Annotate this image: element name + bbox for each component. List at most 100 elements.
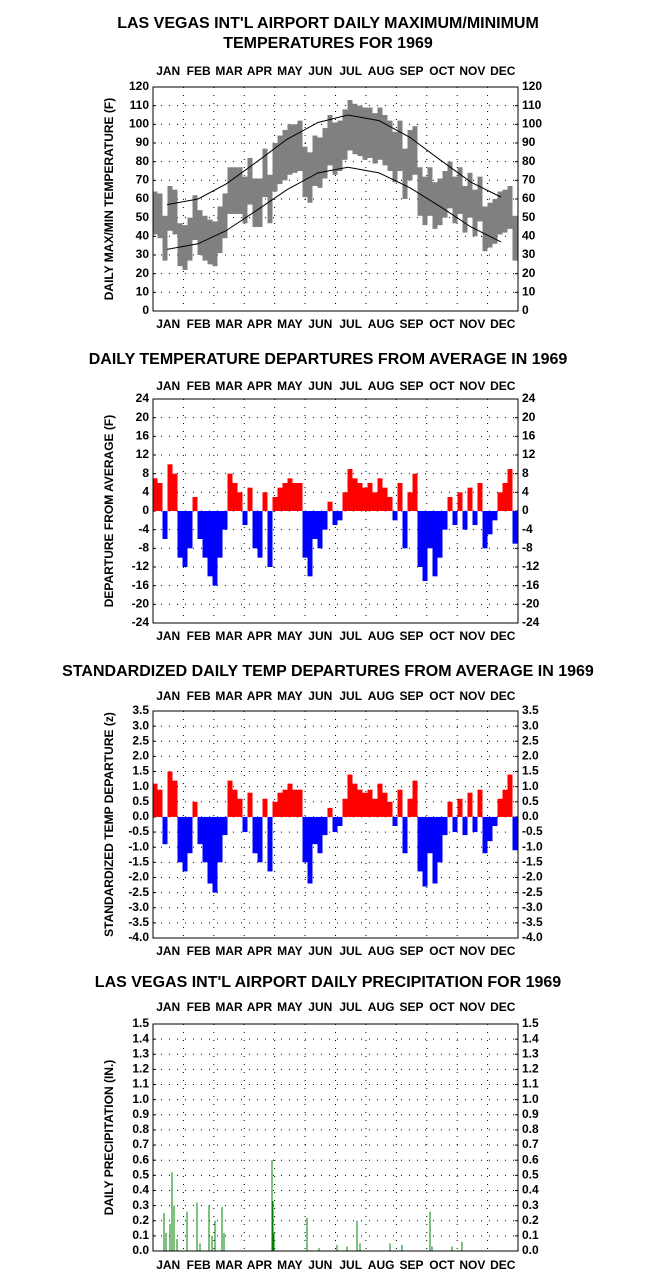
bar <box>182 511 188 567</box>
temp-range <box>237 167 243 214</box>
temp-range <box>217 206 223 254</box>
month-label: JAN <box>156 944 180 958</box>
y-tick-label: -2.0 <box>128 870 149 884</box>
bar <box>417 511 423 567</box>
bar <box>165 1232 167 1251</box>
chart-title: DAILY TEMPERATURE DEPARTURES FROM AVERAG… <box>89 351 568 368</box>
month-label: OCT <box>429 629 455 643</box>
month-label: FEB <box>187 944 211 958</box>
bar <box>207 816 213 884</box>
y-tick-label: 110 <box>130 98 150 112</box>
bar <box>487 816 493 842</box>
bar <box>327 807 333 817</box>
bar <box>177 816 183 863</box>
temp-range <box>352 103 358 155</box>
y-tick-label: 20 <box>136 410 150 424</box>
bar <box>247 792 253 817</box>
y-tick-label: 2.5 <box>132 733 149 747</box>
y-tick-label: 16 <box>136 429 150 443</box>
month-label: MAR <box>215 944 243 958</box>
y-tick-label: 30 <box>136 247 150 261</box>
temp-range <box>272 143 278 192</box>
month-label: OCT <box>429 689 455 703</box>
chart-title: LAS VEGAS INT'L AIRPORT DAILY PRECIPITAT… <box>95 974 562 991</box>
month-label: NOV <box>459 944 485 958</box>
y-tick-label-right: -2.5 <box>522 885 543 899</box>
bar <box>357 483 363 511</box>
bar <box>432 816 438 884</box>
y-tick-label: 90 <box>136 135 150 149</box>
temp-range <box>457 167 463 214</box>
y-tick-label: 1.4 <box>132 1031 149 1045</box>
temp-range <box>447 161 453 209</box>
bar <box>262 798 268 817</box>
y-tick-label: -24 <box>132 615 150 629</box>
month-label: JAN <box>156 64 180 78</box>
y-tick-label: 0.5 <box>132 1168 149 1182</box>
bar <box>173 1205 175 1251</box>
month-label: SEP <box>400 317 424 331</box>
bar <box>197 511 203 539</box>
month-label: FEB <box>187 379 211 393</box>
bar <box>162 816 168 845</box>
temp-range <box>317 137 323 188</box>
temp-range <box>492 199 498 244</box>
month-label: JAN <box>156 1258 180 1272</box>
bar <box>422 511 428 581</box>
y-tick-label: 100 <box>129 117 149 131</box>
y-tick-label-right: -4.0 <box>522 930 543 944</box>
temp-range <box>487 202 493 248</box>
month-label: NOV <box>459 317 485 331</box>
month-label: APR <box>247 1000 273 1014</box>
bar <box>452 816 458 833</box>
y-tick-label-right: 1.1 <box>522 1077 539 1091</box>
y-tick-label-right: 0.1 <box>522 1228 539 1242</box>
y-tick-label-right: 0.3 <box>522 1198 539 1212</box>
bar <box>317 816 323 854</box>
month-label: AUG <box>368 379 395 393</box>
temp-range <box>247 157 253 205</box>
bar <box>407 798 413 817</box>
month-label: NOV <box>459 629 485 643</box>
temp-range <box>267 174 273 224</box>
bar <box>172 473 178 511</box>
month-label: MAR <box>215 1000 243 1014</box>
month-label: JAN <box>156 1000 180 1014</box>
y-tick-label-right: 10 <box>522 285 536 299</box>
month-label: SEP <box>400 629 424 643</box>
y-tick-label-right: 0 <box>522 303 529 317</box>
y-tick-label-right: 0.0 <box>522 1243 539 1257</box>
bar <box>177 511 183 558</box>
bar <box>462 816 468 836</box>
bar <box>267 816 273 872</box>
y-tick-label-right: -4 <box>522 522 533 536</box>
y-tick-label: 8 <box>142 466 149 480</box>
month-label: AUG <box>368 944 395 958</box>
month-label: JUN <box>308 317 332 331</box>
y-tick-label: 24 <box>136 391 150 405</box>
chart-title: LAS VEGAS INT'L AIRPORT DAILY MAXIMUM/MI… <box>117 15 539 32</box>
bar <box>502 789 508 817</box>
bar <box>211 1235 213 1251</box>
month-label: FEB <box>187 64 211 78</box>
y-tick-label: 10 <box>136 285 150 299</box>
bar <box>252 511 258 549</box>
y-tick-label-right: 0.8 <box>522 1122 539 1136</box>
month-label: FEB <box>187 1000 211 1014</box>
bar <box>322 511 328 530</box>
month-label: FEB <box>187 317 211 331</box>
temp-range <box>292 124 298 173</box>
bar <box>242 816 248 833</box>
temp-range <box>172 189 178 235</box>
y-tick-label-right: 8 <box>522 466 529 480</box>
y-tick-label-right: 100 <box>522 117 542 131</box>
y-tick-label-right: -3.5 <box>522 915 543 929</box>
bar <box>227 473 233 511</box>
month-label: NOV <box>459 689 485 703</box>
bar <box>512 511 518 544</box>
bar <box>367 483 373 511</box>
y-tick-label: 1.0 <box>132 779 149 793</box>
y-tick-label: 0 <box>142 303 149 317</box>
y-tick-label: 1.5 <box>132 764 149 778</box>
month-label: JUL <box>339 944 362 958</box>
